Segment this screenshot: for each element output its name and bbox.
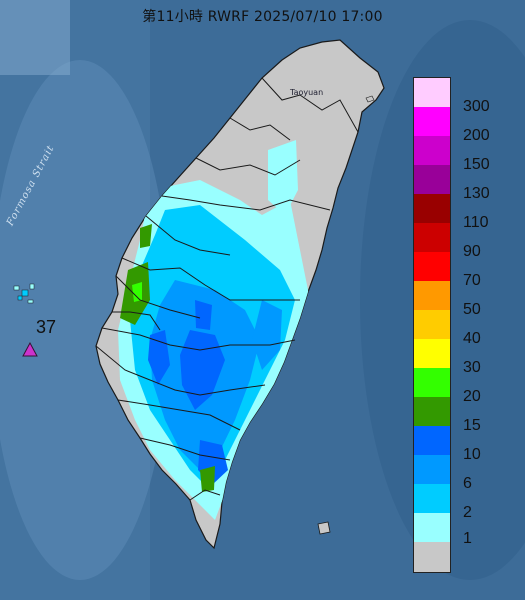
legend-swatch bbox=[414, 484, 450, 513]
legend-label: 70 bbox=[463, 272, 481, 289]
lanyu-island bbox=[317, 521, 331, 535]
legend-swatch bbox=[414, 165, 450, 194]
legend-swatch bbox=[414, 339, 450, 368]
rain-band-20mm bbox=[132, 282, 142, 302]
county-borders bbox=[95, 77, 359, 501]
legend-label: 30 bbox=[463, 359, 481, 376]
penghu-islands bbox=[13, 283, 35, 304]
station-marker bbox=[22, 341, 38, 357]
rain-band-10mm-a bbox=[180, 330, 225, 410]
legend-swatch bbox=[414, 281, 450, 310]
rainfall-legend bbox=[413, 77, 451, 573]
guishan-island bbox=[365, 95, 375, 103]
legend-label: 300 bbox=[463, 98, 490, 115]
rain-band-15mm-c bbox=[200, 466, 215, 492]
rain-band-10mm-c bbox=[148, 330, 170, 385]
legend-swatch bbox=[414, 223, 450, 252]
sea-shelf bbox=[0, 60, 170, 580]
legend-swatch bbox=[414, 136, 450, 165]
legend-swatch bbox=[414, 310, 450, 339]
legend-label: 10 bbox=[463, 446, 481, 463]
legend-label: 20 bbox=[463, 388, 481, 405]
rain-band-6mm-east bbox=[252, 300, 282, 370]
legend-label: 110 bbox=[463, 214, 489, 231]
legend-swatch bbox=[414, 513, 450, 542]
legend-label: 2 bbox=[463, 504, 472, 521]
shelf-top-left bbox=[0, 0, 70, 75]
legend-swatch bbox=[414, 78, 450, 107]
legend-label: 150 bbox=[463, 156, 490, 173]
legend-label: 130 bbox=[463, 185, 490, 202]
legend-label: 6 bbox=[463, 475, 472, 492]
legend-swatch bbox=[414, 252, 450, 281]
legend-swatch bbox=[414, 397, 450, 426]
station-value: 37 bbox=[36, 317, 57, 337]
rain-band-15mm-b bbox=[140, 224, 152, 248]
rain-band-1mm-north bbox=[268, 140, 298, 215]
legend-swatch bbox=[414, 194, 450, 223]
legend-label: 1 bbox=[463, 530, 472, 547]
legend-label: 200 bbox=[463, 127, 490, 144]
legend-swatch bbox=[414, 426, 450, 455]
legend-swatch bbox=[414, 107, 450, 136]
legend-label: 90 bbox=[463, 243, 481, 260]
legend-swatch bbox=[414, 368, 450, 397]
legend-label: 40 bbox=[463, 330, 481, 347]
map-title: 第11小時 RWRF 2025/07/10 17:00 bbox=[142, 9, 383, 25]
rainfall-overlay bbox=[118, 140, 310, 520]
taoyuan-label: Taoyuan bbox=[290, 88, 324, 97]
legend-swatch bbox=[414, 542, 450, 572]
legend-label: 50 bbox=[463, 301, 481, 318]
rain-band-10mm-b bbox=[195, 300, 212, 330]
legend-label: 15 bbox=[463, 417, 481, 434]
legend-swatch bbox=[414, 455, 450, 484]
